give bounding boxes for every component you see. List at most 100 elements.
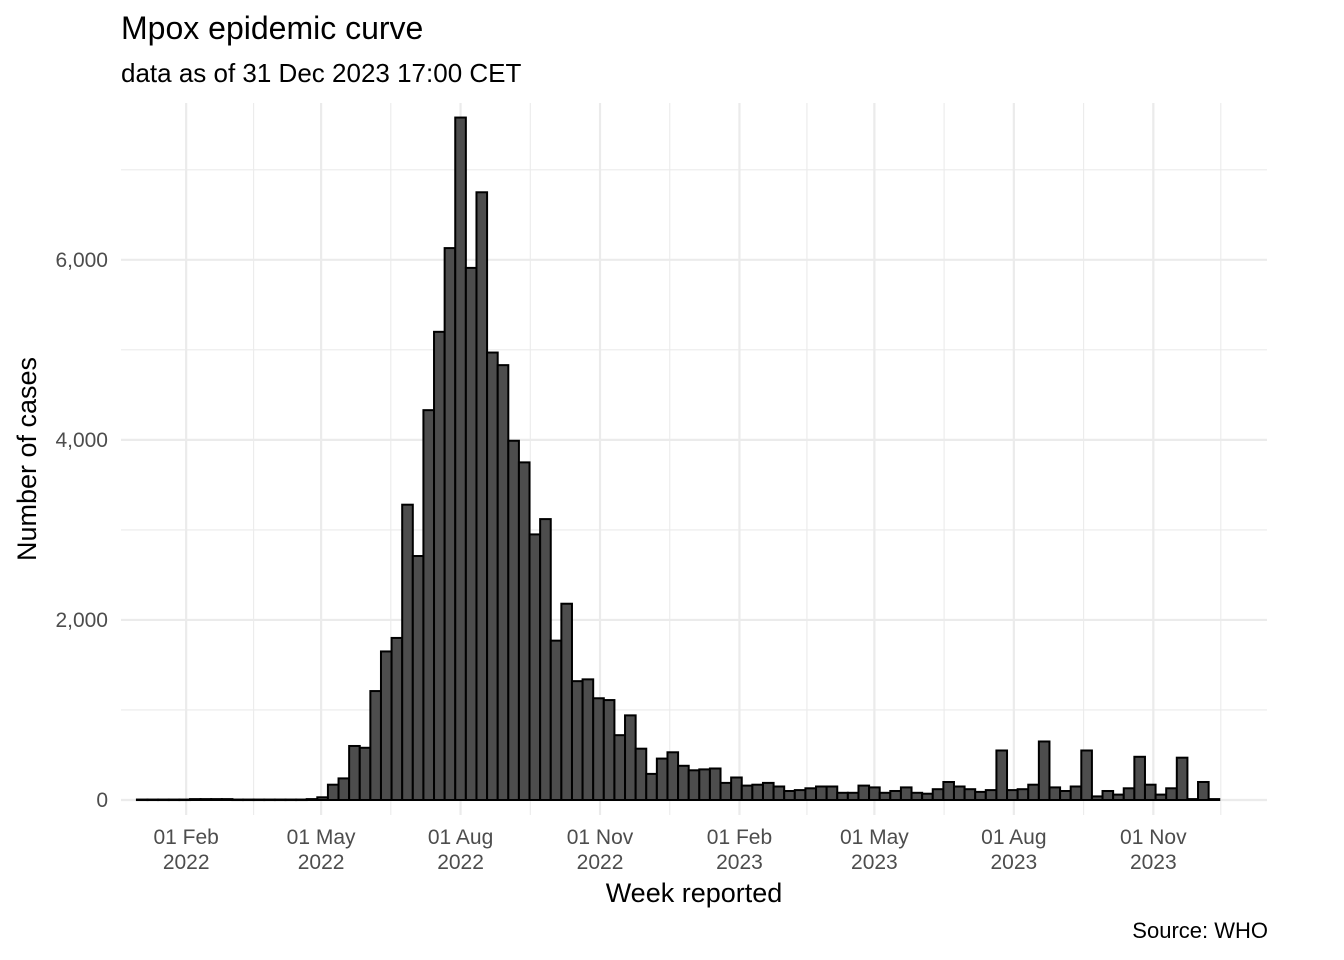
y-tick-label: 4,000 [55,429,108,452]
bar-week [1080,749,1093,802]
grid-lines [121,103,1267,815]
bar-week [592,697,605,801]
bar-week [570,680,584,802]
bar-week [974,790,987,801]
bar-week [613,734,627,802]
bar-week [443,247,457,802]
bar-week [698,768,711,802]
bar-week [411,555,425,801]
bar-week [602,699,616,801]
x-tick-day-month: 01 Nov [1120,826,1187,849]
x-tick-label: 01 Nov 2023 [1120,826,1187,874]
bar-week [921,792,934,802]
bars [135,116,1221,802]
bar-week [1143,783,1157,802]
bar-week [379,650,393,801]
bar-week [242,798,255,802]
bar-week [157,798,170,802]
x-tick-year: 2023 [716,851,763,874]
bar-week [1016,788,1030,801]
bar-week [1175,756,1189,801]
bar-week [273,798,287,802]
x-tick-day-month: 01 Feb [153,826,218,849]
bar-week [815,785,828,801]
bar-week [1186,798,1200,802]
bar-week [825,785,839,801]
bar-week [252,798,266,802]
bar-week [942,780,955,802]
bar-week [931,788,945,801]
y-tick-label: 6,000 [55,249,108,272]
bar-week [793,789,807,801]
bar-week [730,776,743,801]
bar-week [167,798,181,802]
bar-week [1122,787,1136,801]
bar-week [910,791,924,802]
bar-week [645,772,658,801]
bar-week [708,767,722,802]
x-tick-label: 01 Aug 2023 [981,826,1046,874]
bar-week [995,749,1009,802]
bar-week [263,798,276,802]
chart-subtitle: data as of 31 Dec 2023 17:00 CET [121,58,522,88]
x-tick-day-month: 01 Nov [567,826,634,849]
x-tick-year: 2022 [163,851,210,874]
bar-week [528,533,542,801]
bar-week [952,785,966,801]
bar-week [178,798,191,802]
x-tick-day-month: 01 Aug [981,826,1046,849]
x-tick-label: 01 Aug 2022 [428,826,493,874]
bar-week [1006,789,1019,801]
bar-week [677,764,690,802]
x-tick-label: 01 Feb 2023 [707,826,772,874]
bar-week [751,783,764,802]
bar-week [539,518,552,801]
bar-week [401,503,414,801]
bar-week [517,461,531,801]
bar-week [772,785,786,801]
x-tick-day-month: 01 Feb [707,826,772,849]
bar-week [804,787,818,801]
bar-week [1154,793,1168,802]
bar-week [454,116,467,801]
bar-week [284,798,298,802]
bar-week [1048,786,1062,801]
bar-week [1090,795,1104,802]
bar-week [486,351,499,801]
bar-week [358,746,372,801]
bar-week [655,757,669,801]
bar-week [220,798,234,802]
x-tick-year: 2023 [851,851,898,874]
bar-week [231,798,245,802]
bar-week [984,789,998,801]
bar-week [369,690,382,802]
bar-week [1059,789,1072,801]
bar-week [326,783,340,802]
bar-week [496,364,510,801]
x-tick-year: 2022 [577,851,624,874]
bar-week [1037,740,1051,801]
bar-week [1133,755,1146,801]
bar-week [624,714,637,801]
x-tick-label: 01 May 2023 [840,826,909,874]
x-tick-label: 01 May 2022 [287,826,356,874]
bar-week [836,791,849,802]
bar-week [963,788,977,801]
bar-week [1197,780,1210,802]
x-tick-year: 2022 [298,851,345,874]
bar-week [1207,798,1221,802]
x-tick-day-month: 01 May [840,826,909,849]
bar-week [295,798,308,802]
bar-week [666,751,680,802]
bar-week [507,439,520,801]
bar-week [761,781,775,802]
bar-week [146,798,160,802]
bar-week [549,639,563,801]
bar-week [1027,783,1040,802]
bar-week [188,798,202,802]
y-axis-title: Number of cases [12,357,42,561]
bar-week [899,786,913,801]
x-axis-title: Week reported [606,878,783,908]
